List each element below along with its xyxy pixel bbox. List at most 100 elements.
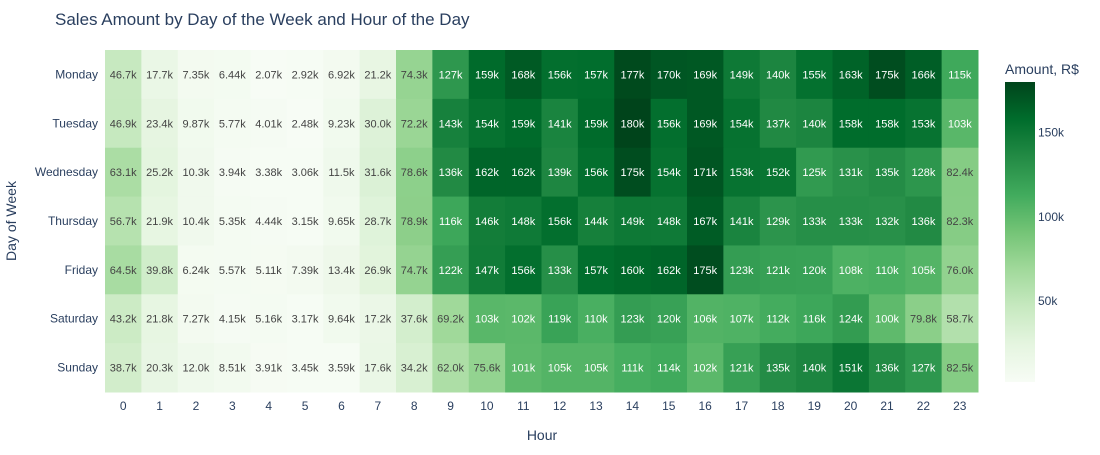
cell-value-label: 20.3k [146, 363, 173, 375]
heatmap-cell [577, 294, 615, 344]
heatmap-cell [650, 245, 688, 295]
x-tick-label: 15 [662, 399, 676, 413]
cell-value-label: 46.9k [110, 118, 137, 130]
cell-value-label: 168k [511, 69, 535, 81]
heatmap-cell [650, 196, 688, 246]
heatmap-cell [177, 245, 215, 295]
cell-value-label: 69.2k [437, 314, 464, 326]
heatmap-cell [832, 196, 870, 246]
heatmap-cell [905, 98, 943, 149]
heatmap-cell [141, 245, 179, 295]
cell-value-label: 34.2k [401, 363, 428, 375]
heatmap-cell [359, 245, 397, 295]
cell-value-label: 123k [730, 265, 754, 277]
heatmap-cell [905, 50, 943, 100]
cell-value-label: 169k [693, 118, 717, 130]
cell-value-label: 72.2k [401, 118, 428, 130]
cell-value-label: 129k [766, 216, 790, 228]
cell-value-label: 144k [584, 216, 608, 228]
y-tick-label: Tuesday [52, 116, 98, 130]
cell-value-label: 11.5k [328, 167, 355, 179]
cell-value-label: 7.27k [182, 314, 209, 326]
heatmap-cell [505, 98, 542, 149]
cell-value-label: 149k [730, 69, 754, 81]
cell-value-label: 148k [657, 216, 681, 228]
cell-value-label: 12.0k [182, 363, 209, 375]
y-tick-label: Sunday [57, 361, 98, 375]
cell-value-label: 157k [584, 69, 608, 81]
cell-value-label: 133k [839, 216, 863, 228]
cell-value-label: 140k [802, 363, 826, 375]
heatmap-cell [141, 343, 179, 393]
heatmap-cell [541, 294, 579, 344]
y-tick-label: Saturday [50, 312, 98, 326]
cell-value-label: 23.4k [146, 118, 173, 130]
cell-value-label: 4.44k [255, 216, 282, 228]
cell-value-label: 114k [657, 363, 681, 375]
cell-value-label: 6.92k [328, 69, 355, 81]
heatmap-cell [541, 50, 579, 100]
cell-value-label: 28.7k [364, 216, 391, 228]
colorbar [1005, 82, 1035, 382]
cell-value-label: 100k [875, 314, 899, 326]
heatmap-cell [723, 196, 761, 246]
heatmap-cell [577, 147, 615, 198]
heatmap-cell [832, 98, 870, 149]
cell-value-label: 63.1k [110, 167, 137, 179]
cell-value-label: 105k [912, 265, 936, 277]
cell-value-label: 6.44k [219, 69, 246, 81]
heatmap-cell [468, 196, 506, 246]
heatmap-cell [432, 294, 470, 344]
cell-value-label: 155k [802, 69, 826, 81]
heatmap-cell [396, 147, 433, 198]
heatmap-cell [396, 98, 433, 149]
heatmap-cell [941, 245, 979, 295]
heatmap-cell [468, 50, 506, 100]
x-tick-label: 20 [844, 399, 858, 413]
heatmap-cell [359, 196, 397, 246]
colorbar-ticks: 50k 100k 150k [1038, 126, 1065, 309]
x-tick-label: 18 [771, 399, 785, 413]
cell-value-label: 139k [548, 167, 572, 179]
x-tick-label: 14 [626, 399, 640, 413]
heatmap-cell [905, 196, 943, 246]
heatmap-cell [432, 98, 470, 149]
cell-value-label: 82.3k [946, 216, 973, 228]
heatmap-cell [577, 245, 615, 295]
cell-value-label: 132k [875, 216, 899, 228]
cell-value-label: 3.38k [255, 167, 282, 179]
heatmap-cell [832, 294, 870, 344]
y-axis-ticks: Monday Tuesday Wednesday Thursday Friday Satu… [35, 67, 98, 374]
cell-value-label: 39.8k [146, 265, 173, 277]
heatmap-cell [177, 98, 215, 149]
cell-value-label: 112k [766, 314, 790, 326]
heatmap-cell [468, 147, 506, 198]
heatmap-cell [796, 343, 833, 393]
cell-value-label: 76.0k [946, 265, 973, 277]
cell-value-label: 133k [802, 216, 826, 228]
x-tick-label: 19 [808, 399, 822, 413]
cell-value-label: 156k [657, 118, 681, 130]
cell-value-label: 135k [875, 167, 899, 179]
heatmap-cell [214, 196, 251, 246]
x-tick-label: 13 [589, 399, 603, 413]
heatmap-cell [687, 98, 724, 149]
heatmap-cells [105, 50, 979, 393]
heatmap-cell [941, 98, 979, 149]
heatmap-cell [687, 196, 724, 246]
heatmap-cell [432, 50, 470, 100]
heatmap-cell [723, 294, 761, 344]
cell-value-label: 131k [839, 167, 863, 179]
cell-value-label: 137k [766, 118, 790, 130]
heatmap-cell [832, 343, 870, 393]
heatmap-cell [650, 343, 688, 393]
cell-value-label: 101k [511, 363, 535, 375]
heatmap-cell [505, 196, 542, 246]
cell-value-label: 5.11k [256, 265, 283, 277]
heatmap-cell [577, 196, 615, 246]
x-tick-label: 22 [917, 399, 931, 413]
cell-value-label: 9.65k [328, 216, 355, 228]
cell-value-label: 162k [511, 167, 535, 179]
cell-value-label: 105k [584, 363, 608, 375]
